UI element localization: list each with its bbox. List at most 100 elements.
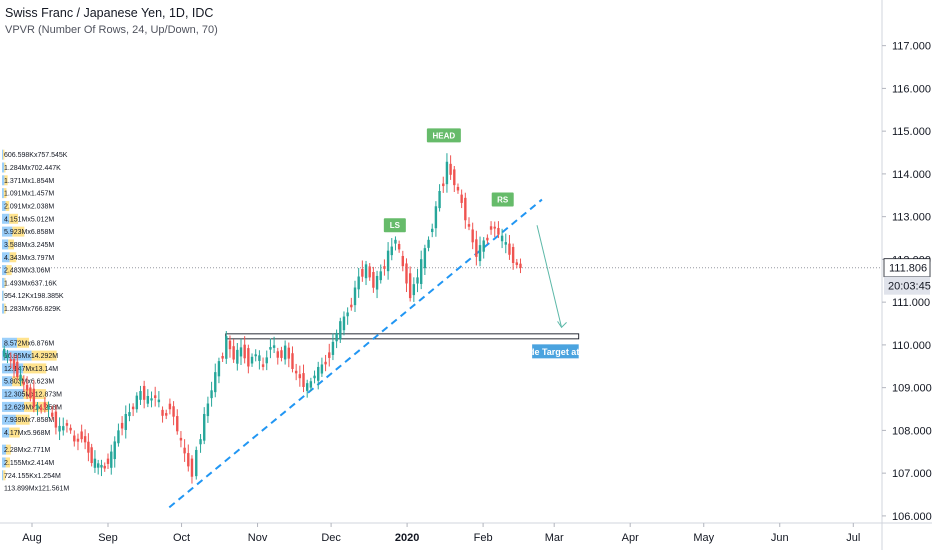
candle-body <box>298 374 302 379</box>
vp-bar-up <box>2 389 24 400</box>
vp-row-label: 113.899Mx121.561M <box>4 486 69 493</box>
candle-body <box>247 348 250 367</box>
target-label: Downside Target at 110.200 <box>497 347 614 357</box>
vp-bar-down <box>4 175 8 186</box>
vp-row-label: 954.12Kx198.385K <box>4 293 64 300</box>
symbol-title[interactable]: Swiss Franc / Japanese Yen, 1D, IDC <box>5 6 214 20</box>
y-tick-label: 116.000 <box>892 83 931 95</box>
x-tick-label: Apr <box>622 532 639 544</box>
candle-body <box>364 264 368 279</box>
candle-body <box>228 340 232 350</box>
candle-body <box>153 395 157 398</box>
candle-body <box>339 321 342 340</box>
pattern-badge-label: HEAD <box>433 131 456 140</box>
vp-row-label: 2.483Mx3.06M <box>4 268 50 275</box>
vp-bar-up <box>2 188 4 199</box>
candle-body <box>460 194 463 203</box>
candle-body <box>9 359 12 362</box>
candle-body <box>280 350 283 358</box>
candle-body <box>139 391 142 400</box>
vp-bar-up <box>2 337 18 348</box>
vp-bar-down <box>12 376 24 387</box>
candle-body <box>386 250 390 272</box>
candle-body <box>32 388 36 408</box>
candle-body <box>287 347 291 359</box>
candle-body <box>165 413 168 416</box>
candle-body <box>335 332 338 342</box>
y-tick-label: 108.000 <box>892 425 932 437</box>
pattern-badge-label: RS <box>497 196 509 205</box>
target-label-bg <box>532 344 579 359</box>
candle-body <box>431 228 434 233</box>
countdown-tag <box>884 276 930 295</box>
y-tick-label: 117.000 <box>892 41 931 53</box>
vp-row-label: 1.091Mx1.457M <box>4 191 54 198</box>
support-box <box>225 333 580 340</box>
candle-body <box>54 411 58 428</box>
candle-body <box>190 458 194 477</box>
y-tick-label: 110.000 <box>892 340 931 352</box>
candle-body <box>93 458 97 468</box>
candle-body <box>379 271 382 281</box>
vp-bar-up <box>2 363 24 374</box>
candle-body <box>80 431 83 440</box>
candle-body <box>397 244 401 250</box>
vp-bar-up <box>2 457 6 468</box>
candle-body <box>515 262 519 265</box>
y-tick-label: 107.000 <box>892 468 932 480</box>
y-axis[interactable]: 117.000116.000115.000114.000113.000112.0… <box>881 0 932 550</box>
candle-body <box>489 226 493 230</box>
candle-body <box>43 402 47 408</box>
x-axis[interactable]: Aug Sep Oct Nov Dec 2020 Feb Mar Apr May Jun Jul <box>0 522 932 544</box>
vp-row-label: 5.923Mx6.858M <box>4 229 54 236</box>
y-tick-label: 111.000 <box>892 297 930 309</box>
candle-body <box>210 390 213 399</box>
candle-body <box>106 458 110 464</box>
candle-body <box>69 427 72 431</box>
pattern-badge <box>426 128 461 143</box>
x-tick-label: Jul <box>846 532 860 544</box>
candle-body <box>383 266 386 269</box>
vp-bar-up <box>2 376 13 387</box>
candle-body <box>519 263 522 268</box>
candle-body <box>225 336 228 359</box>
candle-body <box>128 412 131 417</box>
vp-row-label: 606.598Kx757.545K <box>4 152 68 159</box>
y-tick-label: 113.000 <box>892 212 931 224</box>
candle-body <box>232 346 235 360</box>
candles <box>3 153 522 484</box>
candle-body <box>29 387 32 398</box>
x-tick-label: Oct <box>173 532 190 544</box>
candle-body <box>375 275 379 290</box>
candle-body <box>493 226 496 229</box>
x-tick-label: Dec <box>321 532 341 544</box>
candle-body <box>150 398 153 401</box>
candle-body <box>361 269 364 277</box>
vp-bar-up <box>2 200 6 211</box>
candle-body <box>47 406 50 410</box>
candle-body <box>346 312 349 317</box>
candle-body <box>434 206 438 229</box>
vp-bar-down <box>31 350 57 361</box>
candle-body <box>283 345 287 360</box>
vp-bar-up <box>2 401 25 412</box>
candle-body <box>3 348 6 357</box>
candle-body <box>423 248 427 269</box>
vp-row-label: 12.147Mx13.14M <box>4 366 58 373</box>
vp-row-label: 1.283Mx766.829K <box>4 306 61 313</box>
vp-bar-down <box>4 162 6 173</box>
vp-bar-down <box>9 252 17 263</box>
candle-body <box>62 426 65 431</box>
vp-row-label: 724.155Kx1.254M <box>4 473 61 480</box>
vp-bar-up <box>2 303 5 314</box>
candle-body <box>317 366 320 381</box>
vp-row-label: 1.371Mx1.854M <box>4 178 54 185</box>
candle-body <box>508 243 511 255</box>
vp-bar-up <box>2 414 16 425</box>
candle-body <box>183 447 186 454</box>
indicator-legend[interactable]: VPVR (Number Of Rows, 24, Up/Down, 70) <box>5 24 218 36</box>
pattern-badge-label: LS <box>390 221 401 230</box>
vp-bar-up <box>2 470 4 481</box>
candle-body <box>36 405 39 409</box>
